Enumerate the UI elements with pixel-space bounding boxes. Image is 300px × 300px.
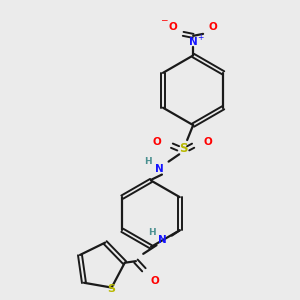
Text: N: N [155, 164, 164, 174]
Text: H: H [145, 157, 152, 166]
Text: N: N [189, 37, 197, 46]
Text: +: + [197, 33, 204, 42]
Text: H: H [148, 228, 156, 237]
Text: −: − [160, 15, 167, 24]
Text: O: O [152, 137, 161, 147]
Text: O: O [169, 22, 178, 32]
Text: N: N [158, 235, 167, 244]
Text: S: S [179, 142, 188, 155]
Text: S: S [108, 284, 116, 294]
Text: O: O [150, 276, 159, 286]
Text: O: O [209, 22, 218, 32]
Text: O: O [203, 137, 212, 147]
